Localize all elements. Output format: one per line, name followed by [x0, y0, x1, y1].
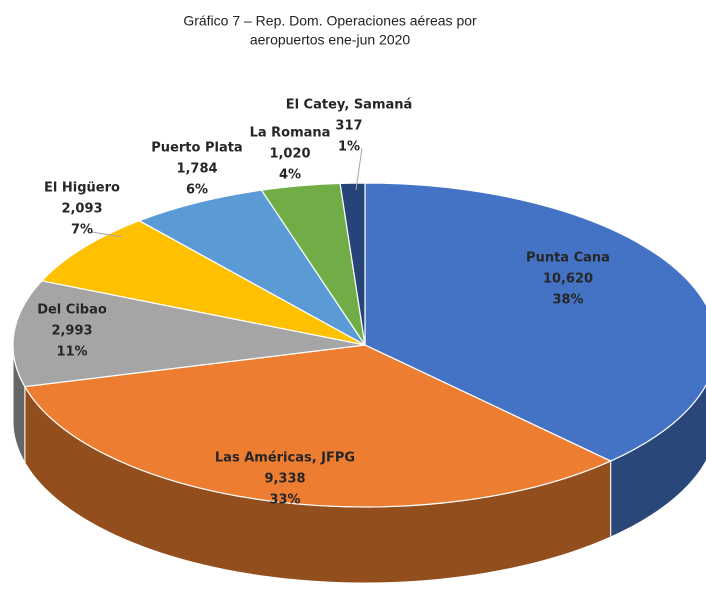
pie-slice: [137, 189, 366, 346]
category-label: El Higüero: [44, 181, 120, 196]
pie-slice: [23, 344, 613, 508]
leader-line: [91, 231, 123, 238]
pie-slice: [364, 182, 706, 462]
percent-label: 11%: [56, 345, 87, 360]
value-label: 317: [335, 119, 362, 134]
category-label: Las Américas, JFPG: [215, 451, 355, 466]
value-label: 2,093: [61, 202, 102, 217]
labels: Punta Cana 10,620 38% Las Américas, JFPG 9,3…: [37, 98, 610, 508]
leader-line: [355, 147, 363, 191]
value-label: 2,993: [51, 324, 92, 339]
category-label: El Catey, Samaná: [286, 98, 413, 113]
value-label: 1,020: [269, 147, 310, 162]
category-label: Puerto Plata: [151, 141, 242, 156]
percent-label: 7%: [71, 223, 93, 238]
value-label: 1,784: [176, 162, 217, 177]
category-label: La Romana: [250, 126, 331, 141]
chart-title: aeropuertos ene-jun 2020: [250, 32, 411, 48]
category-label: Del Cibao: [37, 303, 107, 318]
category-label: Punta Cana: [526, 251, 610, 266]
pie: [12, 182, 706, 584]
value-label: 9,338: [264, 472, 305, 487]
pie-slice: [12, 280, 366, 388]
percent-label: 4%: [279, 168, 301, 183]
pie-slice: [339, 182, 366, 346]
percent-label: 6%: [186, 183, 208, 198]
percent-label: 38%: [552, 293, 583, 308]
value-label: 10,620: [543, 272, 593, 287]
percent-label: 33%: [269, 493, 300, 508]
chart-title: Gráfico 7 – Rep. Dom. Operaciones aéreas…: [183, 13, 477, 29]
percent-label: 1%: [338, 140, 360, 155]
pie-slice: [40, 220, 366, 346]
